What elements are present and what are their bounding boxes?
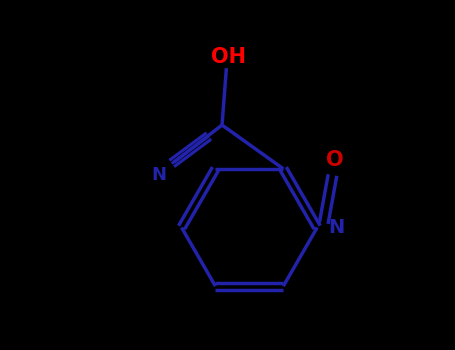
Text: OH: OH xyxy=(211,47,246,67)
Text: N: N xyxy=(328,218,344,237)
Text: N: N xyxy=(151,166,166,184)
Text: O: O xyxy=(326,150,344,170)
